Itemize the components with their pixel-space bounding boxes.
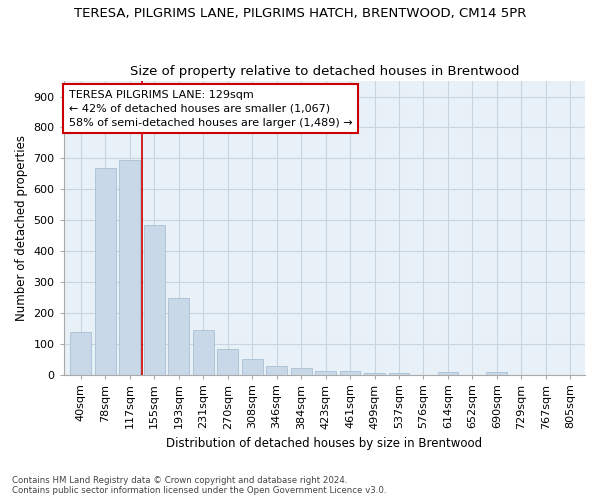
Bar	[487, 372, 507, 374]
Bar	[119, 160, 140, 374]
Title: Size of property relative to detached houses in Brentwood: Size of property relative to detached ho…	[130, 66, 519, 78]
Bar	[266, 366, 287, 374]
Bar	[291, 368, 311, 374]
Bar	[95, 168, 116, 374]
Bar	[70, 332, 91, 374]
Bar	[315, 371, 336, 374]
Bar	[242, 359, 263, 374]
Bar	[437, 372, 458, 374]
Y-axis label: Number of detached properties: Number of detached properties	[15, 135, 28, 321]
Text: TERESA, PILGRIMS LANE, PILGRIMS HATCH, BRENTWOOD, CM14 5PR: TERESA, PILGRIMS LANE, PILGRIMS HATCH, B…	[74, 8, 526, 20]
Bar	[193, 330, 214, 374]
Bar	[340, 372, 361, 374]
Bar	[169, 298, 189, 374]
Text: Contains HM Land Registry data © Crown copyright and database right 2024.
Contai: Contains HM Land Registry data © Crown c…	[12, 476, 386, 495]
Bar	[389, 373, 409, 374]
Bar	[144, 226, 164, 374]
Bar	[217, 349, 238, 374]
Text: TERESA PILGRIMS LANE: 129sqm
← 42% of detached houses are smaller (1,067)
58% of: TERESA PILGRIMS LANE: 129sqm ← 42% of de…	[69, 90, 353, 128]
X-axis label: Distribution of detached houses by size in Brentwood: Distribution of detached houses by size …	[166, 437, 482, 450]
